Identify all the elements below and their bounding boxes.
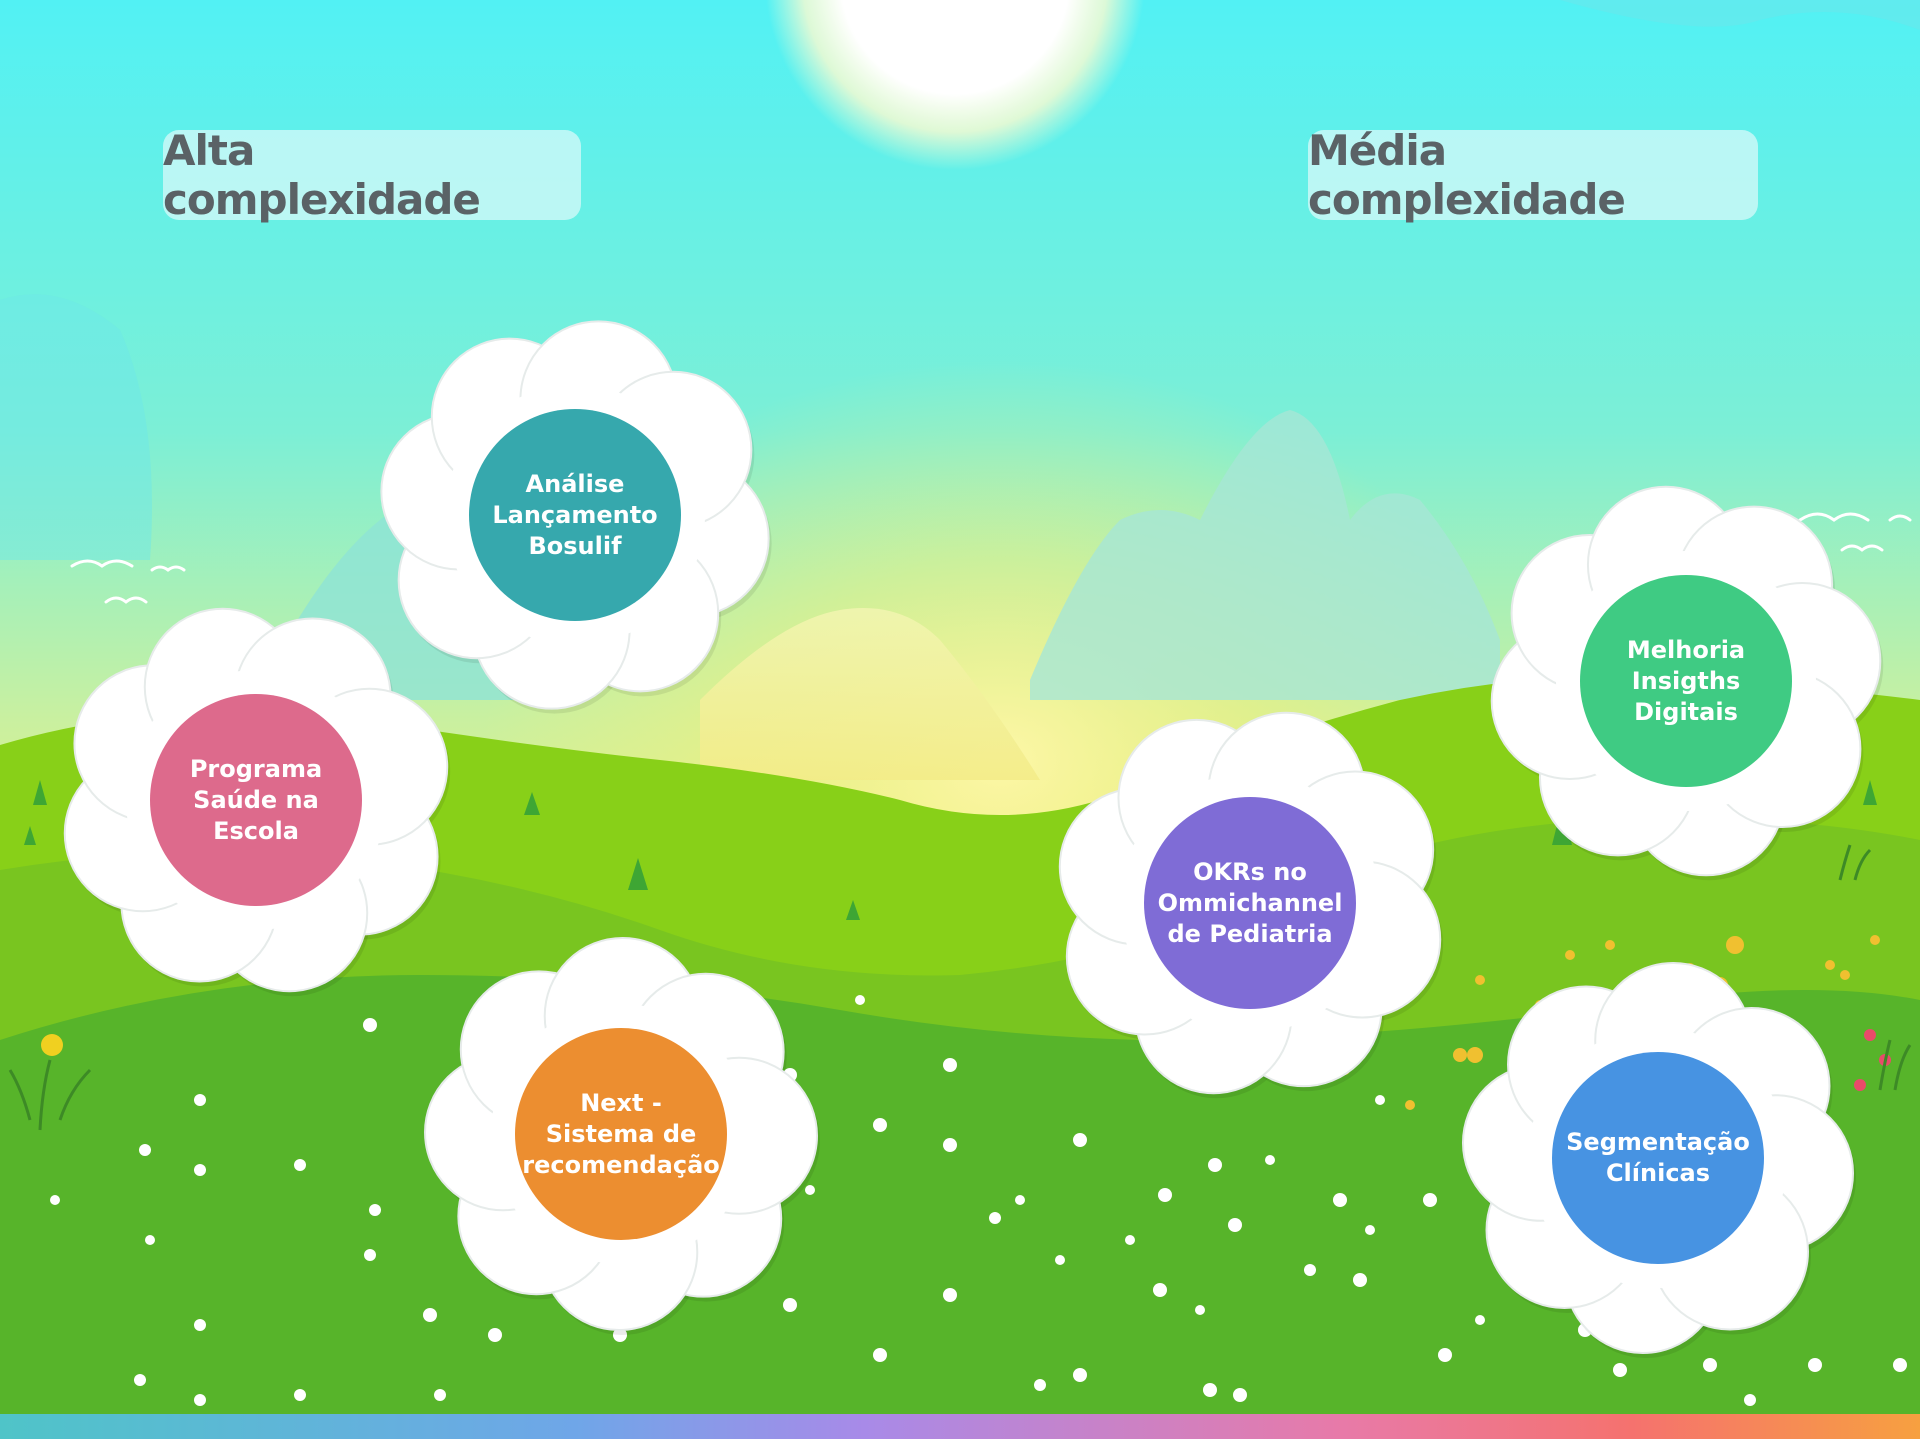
project-circle: Programa Saúde na Escola	[150, 694, 362, 906]
project-flower[interactable]: Segmentação Clínicas	[1461, 961, 1857, 1359]
project-circle: Melhoria Insigths Digitais	[1580, 575, 1792, 787]
project-flower[interactable]: Next - Sistema de recomendação	[424, 937, 820, 1335]
category-label-medium-complexity: Média complexidade	[1308, 126, 1758, 224]
gradient-footer-bar	[0, 1414, 1920, 1439]
project-flower[interactable]: Análise Lançamento Bosulif	[380, 320, 772, 714]
category-label-high-complexity: Alta complexidade	[163, 126, 581, 224]
project-flower[interactable]: Melhoria Insigths Digitais	[1490, 485, 1884, 881]
project-circle: Análise Lançamento Bosulif	[469, 409, 681, 621]
project-flower[interactable]: OKRs no Ommichannel de Pediatria	[1058, 711, 1444, 1099]
project-circle: Segmentação Clínicas	[1552, 1052, 1764, 1264]
project-flower[interactable]: Programa Saúde na Escola	[63, 607, 451, 997]
project-circle: Next - Sistema de recomendação	[515, 1028, 727, 1240]
project-circle: OKRs no Ommichannel de Pediatria	[1144, 797, 1356, 1009]
